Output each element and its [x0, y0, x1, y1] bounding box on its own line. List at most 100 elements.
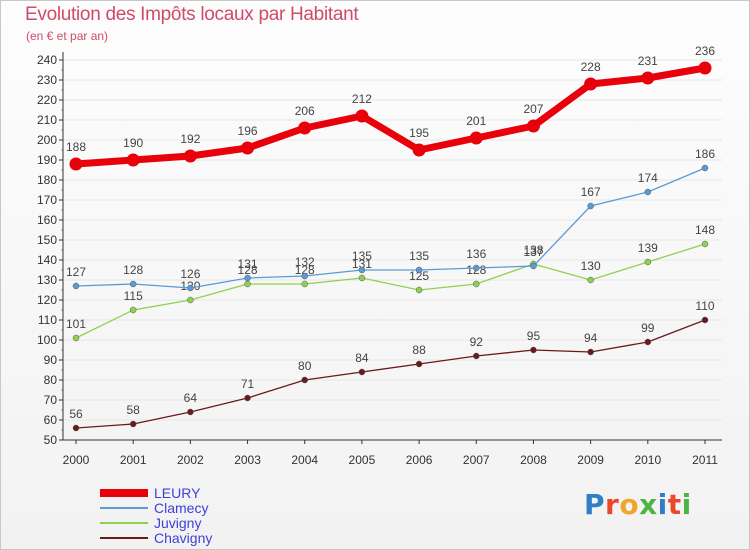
data-point: [415, 266, 423, 274]
data-label: 125: [409, 269, 429, 283]
data-label: 71: [241, 377, 255, 391]
y-tick-label: 240: [37, 53, 57, 67]
logo-letter: r: [605, 488, 620, 521]
data-point: [701, 240, 709, 248]
data-point: [129, 306, 137, 314]
data-point: [587, 276, 594, 284]
data-label: 115: [124, 289, 143, 303]
data-label: 201: [466, 114, 486, 128]
logo-letter: t: [667, 488, 682, 521]
legend-label: Juvigny: [154, 515, 202, 531]
x-tick-label: 2002: [177, 453, 204, 467]
y-tick-label: 150: [37, 233, 57, 247]
data-label: 167: [581, 185, 601, 199]
x-tick-label: 2003: [234, 453, 261, 467]
y-tick-label: 160: [37, 213, 57, 227]
x-tick-label: 2005: [349, 453, 376, 467]
legend-swatch: [100, 522, 148, 524]
data-label: 128: [123, 263, 143, 277]
data-label: 135: [409, 249, 429, 263]
data-point: [355, 109, 369, 123]
data-label: 135: [352, 249, 372, 263]
x-tick-label: 2011: [692, 453, 718, 467]
data-label: 95: [527, 329, 541, 343]
chart-title: Evolution des Impôts locaux par Habitant: [25, 4, 359, 25]
data-point: [644, 258, 652, 266]
y-tick-label: 70: [44, 393, 58, 407]
x-tick-label: 2007: [463, 453, 490, 467]
logo-letter: o: [619, 488, 640, 521]
x-tick-label: 2004: [291, 453, 318, 467]
data-point: [298, 121, 312, 135]
y-tick-label: 130: [37, 273, 57, 287]
legend-label: Chavigny: [154, 530, 213, 546]
data-label: 138: [523, 243, 543, 257]
data-point: [415, 286, 423, 294]
data-point: [641, 71, 655, 85]
data-label: 192: [180, 132, 200, 146]
y-tick-label: 120: [37, 293, 57, 307]
data-point: [126, 153, 140, 167]
data-label: 231: [638, 54, 658, 68]
data-label: 148: [695, 223, 715, 237]
data-label: 132: [295, 255, 315, 269]
chart-subtitle: (en € et par an): [26, 29, 109, 43]
series-line-chavigny: [75, 319, 706, 429]
data-point: [526, 119, 540, 133]
data-label: 92: [470, 335, 484, 349]
data-point: [415, 360, 423, 368]
data-label: 236: [695, 44, 715, 58]
proxiti-logo: Proxiti: [584, 488, 692, 521]
legend-label: LEURY: [154, 485, 201, 501]
data-label: 174: [638, 171, 658, 185]
data-point: [473, 264, 480, 272]
data-point: [644, 188, 652, 196]
data-point: [69, 157, 83, 171]
data-point: [72, 424, 80, 432]
data-label: 206: [295, 104, 315, 118]
y-tick-label: 170: [37, 193, 57, 207]
data-label: 56: [69, 407, 83, 421]
data-label: 128: [295, 263, 315, 277]
logo-letter: i: [657, 488, 668, 521]
legend-swatch: [100, 537, 148, 539]
y-tick-label: 190: [37, 153, 57, 167]
series-line-juvigny: [75, 243, 706, 339]
data-label: 88: [412, 343, 426, 357]
data-point: [587, 348, 594, 356]
y-tick-label: 100: [37, 333, 57, 347]
data-label: 131: [352, 257, 372, 271]
y-tick-label: 110: [38, 313, 57, 327]
data-label: 126: [180, 267, 200, 281]
data-point: [72, 334, 80, 342]
x-tick-label: 2008: [520, 453, 547, 467]
y-tick-label: 230: [37, 73, 57, 87]
data-point: [358, 266, 366, 274]
data-label: 207: [523, 102, 543, 116]
data-point: [301, 376, 308, 384]
y-tick-label: 60: [44, 413, 58, 427]
data-point: [701, 164, 709, 172]
data-label: 131: [238, 257, 258, 271]
data-point: [241, 141, 255, 155]
data-label: 188: [66, 140, 86, 154]
y-tick-label: 90: [44, 353, 58, 367]
data-point: [701, 316, 709, 324]
data-label: 58: [127, 403, 141, 417]
x-tick-label: 2006: [406, 453, 433, 467]
data-label: 110: [695, 299, 714, 313]
data-point: [187, 284, 194, 292]
data-label: 101: [66, 317, 86, 331]
data-point: [244, 274, 251, 282]
logo-letter: P: [584, 488, 606, 521]
y-tick-label: 180: [37, 173, 57, 187]
data-point: [301, 272, 308, 280]
y-tick-label: 210: [37, 113, 57, 127]
data-point: [358, 368, 366, 376]
data-point: [469, 131, 483, 145]
data-label: 84: [355, 351, 369, 365]
legend-swatch: [100, 489, 148, 497]
logo-letter: x: [639, 488, 658, 521]
